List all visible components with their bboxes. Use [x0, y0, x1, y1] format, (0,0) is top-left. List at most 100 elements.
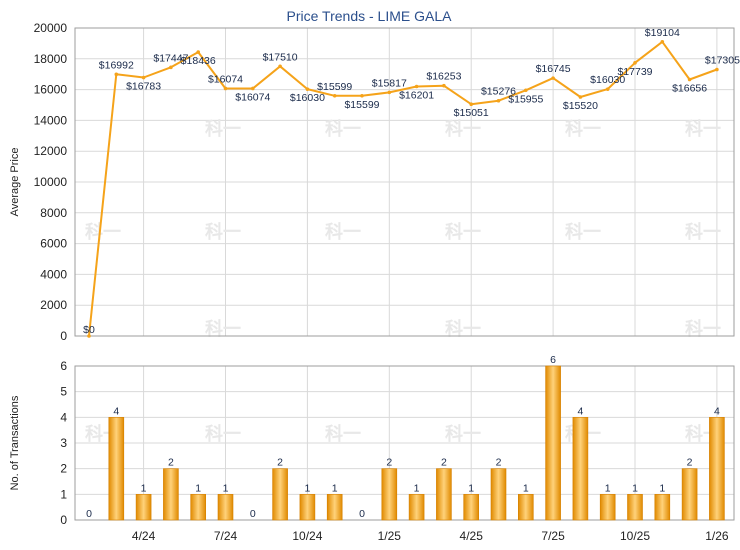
x-tick-label: 4/24: [132, 529, 156, 543]
transaction-bar: [135, 494, 152, 521]
price-series-line: [88, 40, 718, 337]
transaction-bar: [163, 468, 179, 521]
transaction-bar: [490, 468, 507, 521]
price-data-label: $16074: [235, 91, 270, 103]
price-y-tick: 10000: [34, 175, 68, 189]
bar-data-label: 0: [359, 508, 365, 520]
bar-plot-frame: [74, 365, 735, 521]
price-y-tick: 18000: [34, 52, 68, 66]
transaction-bar: [272, 468, 288, 521]
price-data-label: $16783: [126, 81, 161, 93]
bar-data-label: 2: [687, 457, 693, 469]
x-tick-label: 10/25: [620, 529, 650, 543]
price-point: [605, 87, 610, 91]
price-data-label: $16253: [426, 71, 461, 83]
price-point: [278, 64, 282, 69]
price-point: [196, 50, 200, 54]
price-point: [387, 90, 392, 95]
transaction-bar: [627, 494, 643, 521]
price-data-label: $17739: [617, 66, 652, 78]
watermark: 科一: [325, 423, 361, 444]
price-data-label: $16201: [399, 90, 434, 102]
watermark: 科一: [325, 221, 361, 242]
bar-data-label: 1: [332, 482, 338, 494]
price-point: [414, 84, 419, 89]
price-point: [524, 88, 528, 93]
price-point: [169, 65, 173, 70]
x-tick-label: 10/24: [292, 529, 322, 543]
watermark: 科一: [445, 423, 481, 444]
price-data-label: $15599: [344, 99, 379, 111]
bar-data-label: 4: [113, 405, 119, 417]
price-data-label: $17510: [263, 51, 298, 63]
price-line-panel: 0 2000 4000 6000 8000 10000 12000 14000 16000 180…: [9, 21, 740, 343]
price-y-tick: 6000: [40, 237, 67, 251]
price-point: [87, 334, 91, 338]
price-y-tick: 14000: [34, 113, 68, 127]
watermark: 科一: [445, 221, 481, 242]
watermark: 科一: [685, 318, 721, 339]
price-y-tick: 0: [60, 329, 67, 343]
watermark: 科一: [565, 221, 601, 242]
price-data-label: $15520: [563, 100, 598, 112]
x-tick-label: 1/25: [378, 529, 402, 543]
bar-data-label: 1: [468, 482, 474, 494]
x-tick-label: 7/24: [214, 529, 238, 543]
bar-data-label: 2: [496, 457, 502, 469]
price-point: [578, 95, 583, 99]
price-data-label: $16656: [672, 82, 707, 94]
price-point: [633, 61, 637, 65]
bar-y-tick: 3: [60, 436, 67, 450]
bar-data-label: 2: [277, 457, 283, 469]
x-tick-label: 4/25: [460, 529, 484, 543]
price-data-label: $15599: [317, 81, 352, 93]
price-point: [114, 72, 119, 77]
bar-data-label: 2: [168, 457, 174, 469]
bar-data-label: 6: [550, 354, 556, 366]
watermark: 科一: [565, 118, 601, 139]
transaction-bar: [108, 417, 125, 521]
transaction-bar: [654, 494, 671, 521]
bar-data-label: 1: [605, 482, 611, 494]
bar-data-label: 0: [250, 508, 256, 520]
bar-y-tick: 0: [60, 513, 67, 527]
watermark: 科一: [685, 118, 721, 139]
price-data-label: $15276: [481, 86, 516, 98]
bar-data-label: 1: [523, 482, 529, 494]
price-y-tick: 16000: [34, 83, 68, 97]
price-y-tick: 4000: [40, 267, 67, 281]
price-data-label: $16030: [290, 92, 325, 104]
bar-y-tick: 2: [60, 462, 67, 476]
price-data-label: $18436: [181, 55, 216, 67]
transaction-bar: [572, 417, 589, 521]
watermark: 科一: [205, 118, 241, 139]
price-data-label: $15817: [372, 77, 407, 89]
bar-data-label: 4: [577, 405, 583, 417]
price-data-label: $19104: [645, 27, 680, 39]
bar-data-label: 1: [659, 482, 665, 494]
bar-data-label: 1: [414, 482, 420, 494]
chart-title: Price Trends - LIME GALA: [287, 8, 453, 24]
watermark: 科一: [445, 118, 481, 139]
price-data-label: $15955: [508, 93, 543, 105]
price-point: [551, 76, 555, 80]
bar-y-tick: 5: [60, 385, 67, 399]
price-y-tick: 20000: [34, 21, 68, 35]
price-point: [469, 102, 474, 107]
price-data-label: $17447: [153, 52, 188, 64]
watermark: 科一: [205, 221, 241, 242]
price-data-label: $17305: [705, 55, 740, 67]
transaction-bar: [190, 494, 206, 521]
bar-y-tick: 1: [60, 487, 67, 501]
transaction-bar: [326, 494, 343, 521]
price-data-label: $15051: [454, 107, 489, 119]
price-y-tick: 8000: [40, 206, 67, 220]
bar-data-label: 1: [632, 482, 638, 494]
bar-data-label: 4: [714, 405, 720, 417]
bar-y-axis-title: No. of Transactions: [9, 395, 21, 490]
bar-data-label: 1: [223, 482, 229, 494]
price-data-label: $16992: [99, 59, 134, 71]
transaction-bar: [709, 417, 725, 521]
transactions-bar-panel: 0 1 2 3 4 5 6 4/24 7/24 10/24 1/25 4/25 7/25 10/25 1/2…: [9, 354, 735, 543]
